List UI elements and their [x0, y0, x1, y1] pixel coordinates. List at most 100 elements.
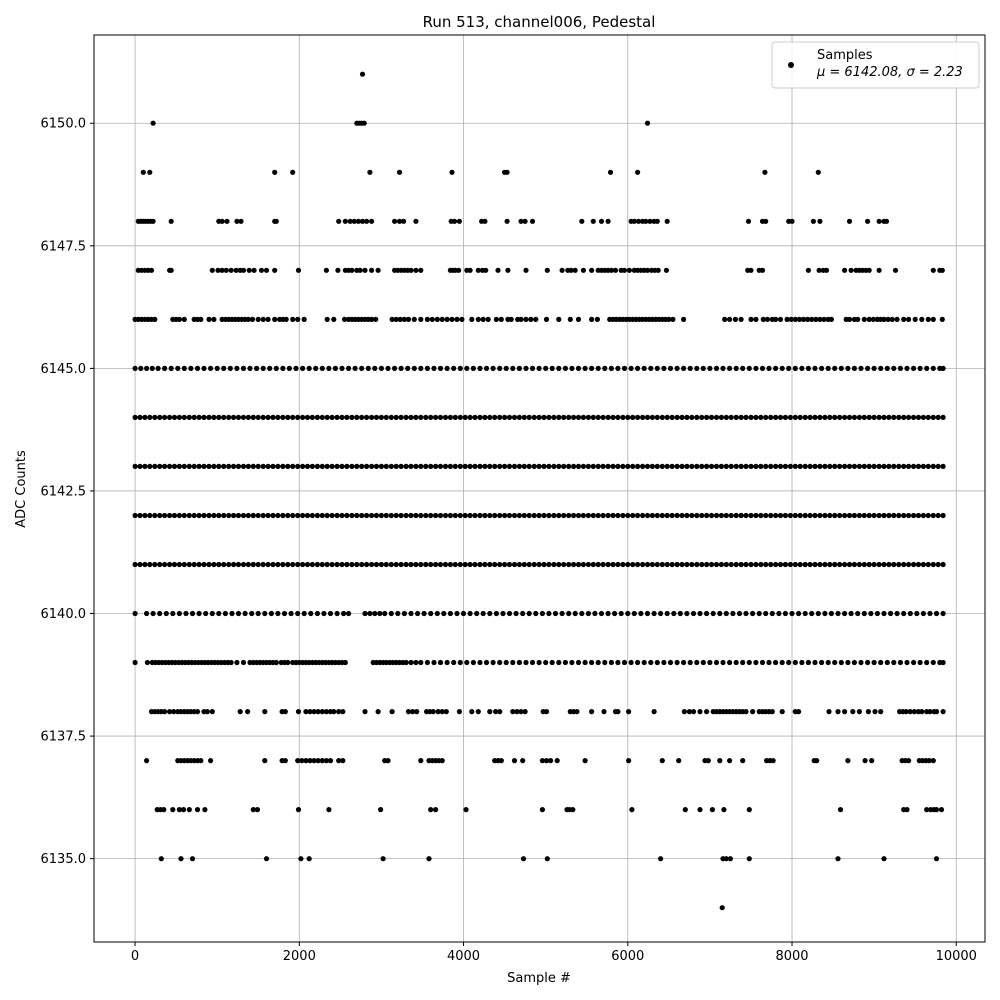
data-point: [891, 512, 897, 519]
data-point: [580, 561, 587, 568]
data-point: [452, 414, 458, 420]
data-point: [743, 561, 749, 568]
data-point: [871, 414, 877, 420]
data-point: [378, 807, 384, 813]
data-point: [930, 463, 936, 469]
data-point: [295, 610, 301, 617]
data-point: [858, 365, 864, 371]
data-point: [346, 610, 352, 617]
data-point: [876, 218, 882, 224]
data-point: [881, 512, 887, 519]
data-point: [536, 659, 542, 666]
data-point: [250, 512, 256, 519]
data-point: [743, 709, 749, 715]
data-point: [306, 856, 312, 862]
data-point: [561, 512, 567, 519]
data-point: [733, 463, 739, 469]
data-point: [477, 659, 483, 666]
data-point: [150, 120, 156, 126]
data-point: [511, 758, 518, 764]
data-point: [281, 610, 288, 617]
data-point: [796, 610, 802, 617]
data-point: [237, 709, 243, 715]
data-point: [346, 365, 352, 371]
data-point: [661, 659, 667, 666]
data-point: [708, 512, 715, 519]
data-point: [810, 218, 817, 224]
data-point: [590, 561, 596, 568]
data-point: [467, 463, 473, 469]
data-point: [206, 414, 212, 420]
data-point: [314, 463, 320, 469]
data-point: [792, 414, 798, 420]
data-point: [891, 561, 897, 568]
data-point: [600, 512, 606, 519]
data-point: [846, 414, 853, 420]
data-point: [413, 659, 419, 666]
data-point: [842, 463, 848, 469]
data-point: [832, 659, 838, 666]
data-point: [211, 512, 217, 519]
data-point: [835, 610, 841, 617]
data-point: [802, 561, 808, 568]
data-point: [813, 316, 819, 322]
data-point: [856, 561, 863, 568]
data-point: [845, 659, 851, 666]
x-axis-label: Sample #: [507, 971, 571, 986]
data-point: [339, 365, 345, 371]
data-point: [866, 414, 872, 420]
data-point: [262, 610, 268, 617]
data-point: [827, 561, 833, 568]
data-point: [492, 512, 498, 519]
data-point: [176, 512, 182, 519]
data-point: [805, 316, 811, 322]
data-point: [306, 365, 312, 371]
data-point: [720, 365, 726, 371]
data-point: [231, 463, 237, 469]
data-point: [773, 414, 779, 420]
data-point: [658, 856, 664, 862]
data-point: [315, 758, 321, 764]
data-point: [539, 610, 546, 617]
data-point: [314, 610, 320, 617]
data-point: [906, 758, 912, 764]
data-point: [753, 561, 759, 568]
data-point: [226, 561, 232, 568]
data-point: [748, 561, 754, 568]
data-point: [938, 807, 945, 813]
data-point: [433, 561, 439, 568]
data-point: [240, 365, 247, 371]
data-point: [595, 561, 601, 568]
data-point: [285, 512, 291, 519]
data-point: [280, 512, 286, 519]
data-point: [235, 610, 242, 617]
data-point: [876, 512, 882, 519]
data-point: [423, 512, 429, 519]
data-point: [733, 561, 739, 568]
data-point: [364, 218, 370, 224]
x-tick-label: 10000: [936, 949, 977, 964]
data-point: [700, 365, 706, 371]
data-point: [770, 758, 776, 764]
data-point: [142, 512, 148, 519]
data-point: [168, 267, 174, 273]
data-point: [556, 659, 562, 666]
data-point: [727, 659, 733, 666]
data-point: [231, 512, 237, 519]
data-point: [782, 463, 789, 469]
data-point: [822, 561, 828, 568]
data-point: [539, 807, 546, 813]
data-point: [447, 561, 453, 568]
data-point: [498, 758, 504, 764]
data-point: [763, 512, 769, 519]
data-point: [472, 414, 478, 420]
data-point: [679, 463, 685, 469]
data-point: [511, 414, 518, 420]
data-point: [608, 659, 615, 666]
data-point: [240, 659, 247, 666]
data-point: [862, 758, 868, 764]
data-point: [589, 365, 595, 371]
data-point: [638, 610, 644, 617]
data-point: [235, 463, 242, 469]
data-point: [582, 659, 588, 666]
